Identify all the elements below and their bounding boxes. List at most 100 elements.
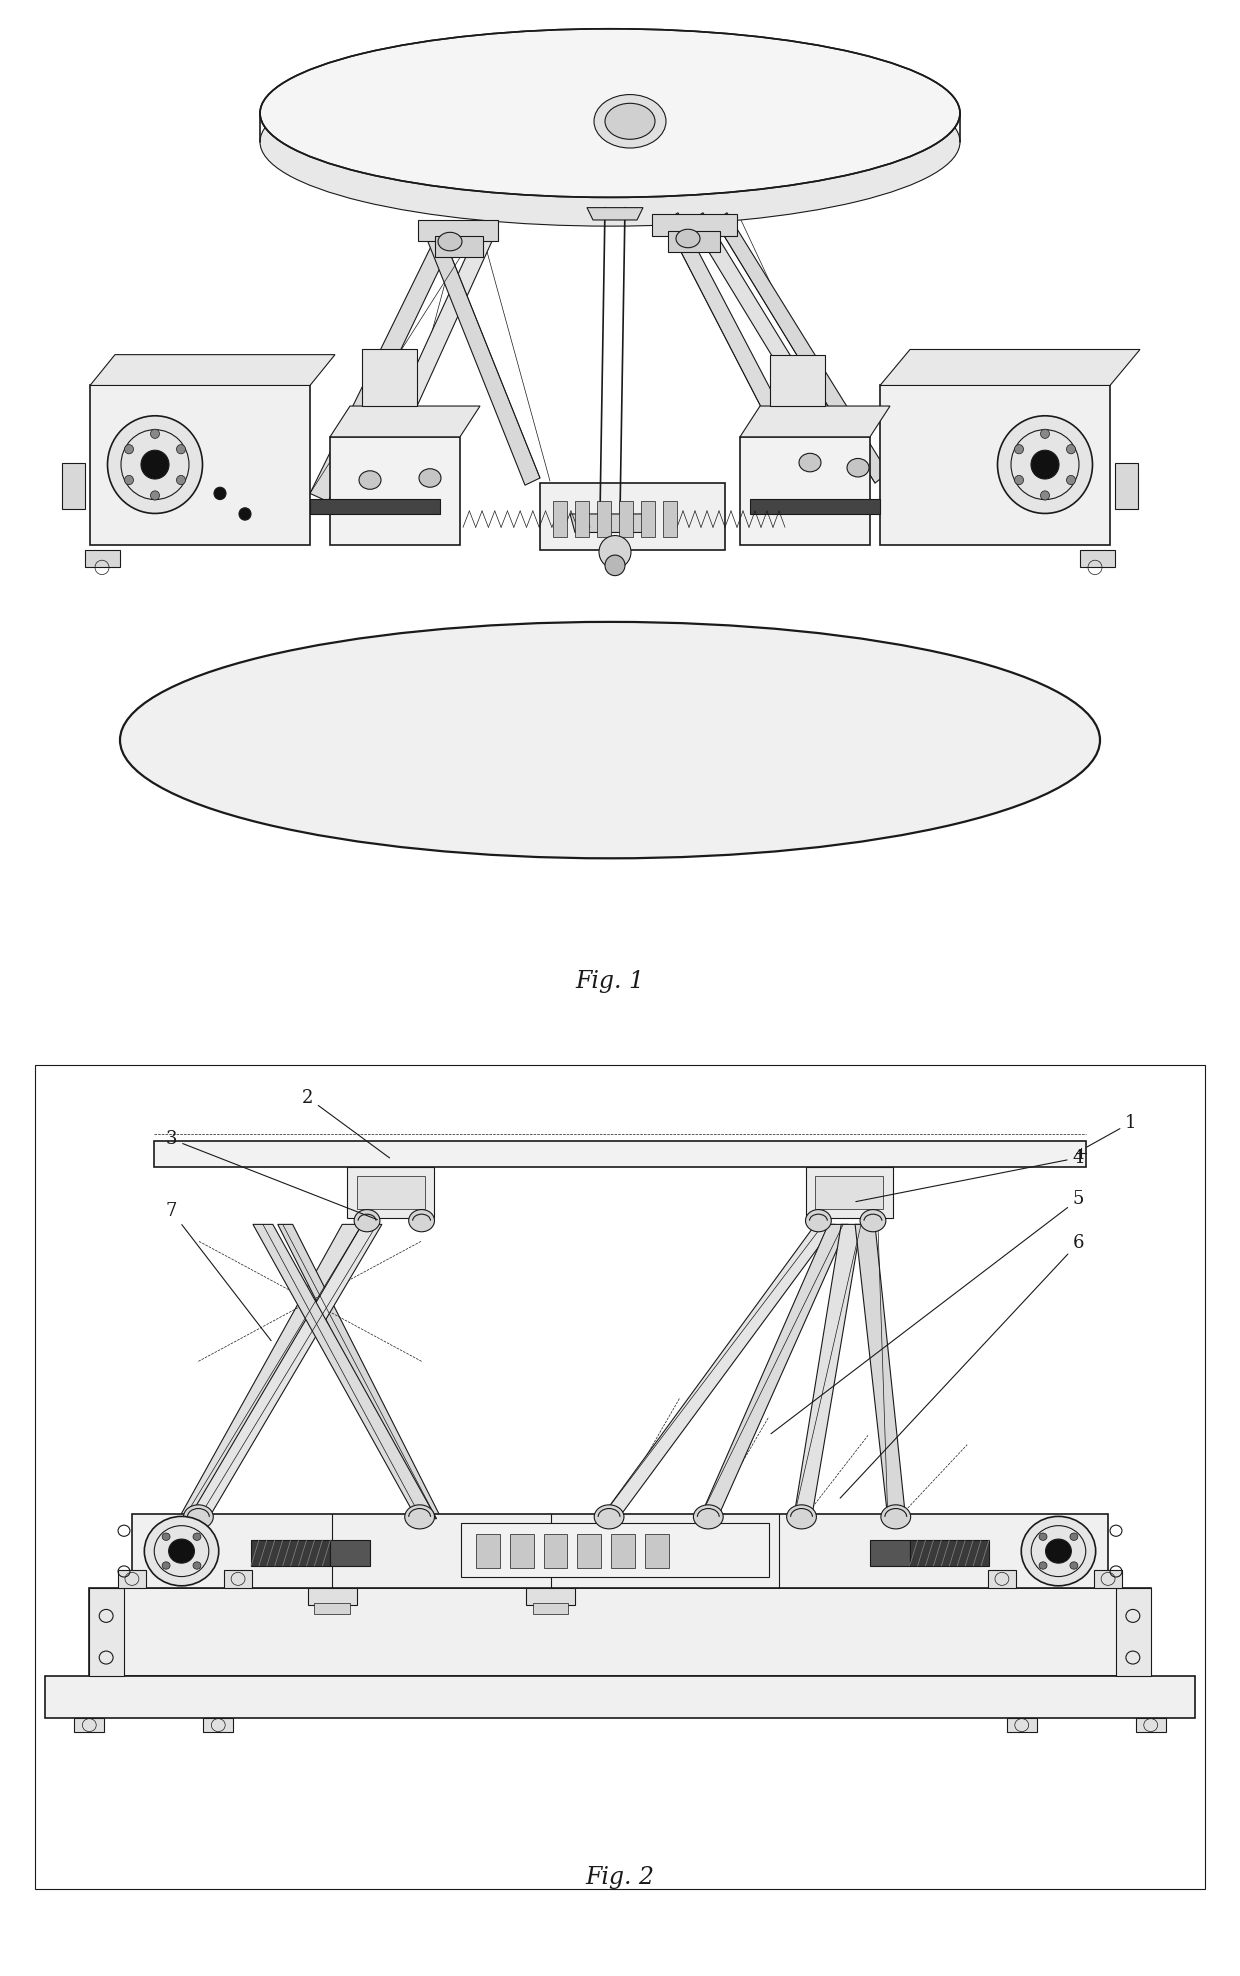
Polygon shape — [360, 225, 496, 496]
Polygon shape — [278, 1225, 441, 1520]
Bar — [816, 1176, 883, 1209]
Polygon shape — [715, 213, 888, 482]
Ellipse shape — [599, 535, 631, 569]
Ellipse shape — [176, 476, 186, 484]
Bar — [461, 1523, 769, 1577]
Ellipse shape — [605, 103, 655, 138]
Bar — [154, 1140, 1086, 1168]
Text: 3: 3 — [166, 1130, 377, 1219]
Bar — [315, 1603, 350, 1614]
Ellipse shape — [1014, 445, 1023, 454]
Polygon shape — [91, 354, 335, 385]
Ellipse shape — [260, 30, 960, 198]
Ellipse shape — [1070, 1533, 1078, 1541]
Ellipse shape — [169, 1539, 195, 1563]
Bar — [611, 1535, 635, 1567]
Ellipse shape — [799, 453, 821, 472]
Bar — [224, 1569, 252, 1589]
Ellipse shape — [150, 490, 160, 500]
Bar — [596, 500, 611, 537]
Text: Fig. 1: Fig. 1 — [575, 970, 645, 994]
Ellipse shape — [997, 415, 1092, 514]
Bar — [510, 1535, 533, 1567]
Ellipse shape — [605, 555, 625, 575]
Ellipse shape — [1014, 476, 1023, 484]
Ellipse shape — [1066, 476, 1075, 484]
Ellipse shape — [1070, 1561, 1078, 1569]
Bar — [308, 1589, 357, 1605]
Ellipse shape — [693, 1506, 723, 1529]
Bar — [74, 1717, 104, 1731]
Bar — [476, 1535, 500, 1567]
Ellipse shape — [1039, 1561, 1047, 1569]
Bar — [89, 1589, 124, 1676]
Polygon shape — [188, 1225, 382, 1520]
Ellipse shape — [786, 1506, 816, 1529]
Polygon shape — [750, 498, 880, 514]
Polygon shape — [1115, 462, 1138, 508]
Ellipse shape — [1030, 451, 1059, 478]
Bar — [89, 1589, 1151, 1676]
Ellipse shape — [239, 508, 250, 520]
Ellipse shape — [806, 1209, 831, 1231]
Ellipse shape — [355, 1209, 379, 1231]
Polygon shape — [600, 1225, 836, 1520]
Ellipse shape — [162, 1561, 170, 1569]
Bar — [740, 437, 870, 545]
Ellipse shape — [594, 1506, 624, 1529]
Bar — [418, 219, 498, 241]
Ellipse shape — [438, 233, 463, 251]
Text: 6: 6 — [841, 1233, 1084, 1498]
Bar — [347, 1168, 434, 1217]
Polygon shape — [310, 227, 456, 502]
Ellipse shape — [124, 445, 134, 454]
Ellipse shape — [419, 468, 441, 488]
Ellipse shape — [193, 1533, 201, 1541]
Bar — [870, 1539, 910, 1565]
Bar — [91, 385, 310, 545]
Ellipse shape — [676, 229, 701, 247]
Bar — [203, 1717, 233, 1731]
Ellipse shape — [215, 488, 226, 500]
Bar — [1116, 1589, 1151, 1676]
Bar — [357, 1176, 424, 1209]
Bar — [652, 213, 737, 237]
Bar — [543, 1535, 568, 1567]
Text: 4: 4 — [856, 1148, 1084, 1201]
Text: Fig. 2: Fig. 2 — [585, 1867, 655, 1889]
Ellipse shape — [144, 1516, 218, 1587]
Ellipse shape — [1022, 1516, 1096, 1587]
Polygon shape — [794, 1225, 861, 1520]
Bar — [1007, 1717, 1037, 1731]
Text: 2: 2 — [301, 1089, 389, 1158]
Polygon shape — [330, 405, 480, 437]
Polygon shape — [86, 549, 120, 567]
Polygon shape — [587, 207, 644, 219]
Bar — [533, 1603, 568, 1614]
Polygon shape — [570, 514, 650, 532]
Text: 1: 1 — [1086, 1114, 1137, 1148]
Bar — [330, 1539, 370, 1565]
Ellipse shape — [124, 476, 134, 484]
Ellipse shape — [404, 1506, 434, 1529]
Bar — [526, 1589, 575, 1605]
Polygon shape — [425, 227, 539, 486]
Bar — [988, 1569, 1016, 1589]
Ellipse shape — [1045, 1539, 1071, 1563]
Bar — [668, 231, 720, 251]
Ellipse shape — [108, 415, 202, 514]
Polygon shape — [880, 350, 1140, 385]
Polygon shape — [689, 213, 854, 468]
Ellipse shape — [141, 451, 169, 478]
Bar — [45, 1676, 1195, 1717]
Polygon shape — [310, 498, 440, 514]
Polygon shape — [1080, 549, 1115, 567]
Ellipse shape — [847, 458, 869, 476]
Polygon shape — [699, 1225, 848, 1520]
Bar — [770, 354, 825, 405]
Ellipse shape — [162, 1533, 170, 1541]
Bar — [250, 1539, 330, 1565]
Bar — [578, 1535, 601, 1567]
Bar — [645, 1535, 668, 1567]
Bar — [910, 1539, 990, 1565]
